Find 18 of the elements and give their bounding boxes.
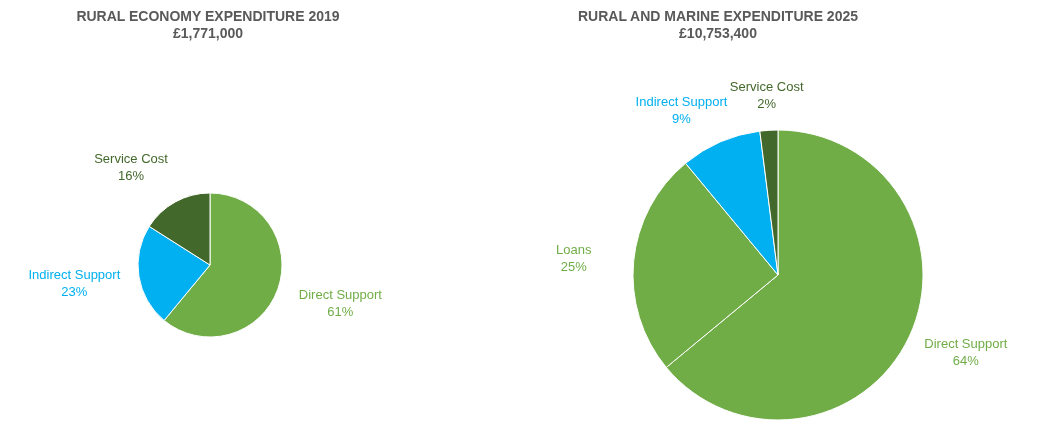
slice-label: Indirect Support [28, 266, 121, 282]
data-label: 2% [757, 96, 777, 112]
chart-subtitle: £1,771,000 [171, 25, 245, 42]
slice-label: Service Cost [729, 79, 804, 95]
data-label: 9% [672, 110, 692, 126]
data-label: 16% [118, 167, 145, 183]
slice-label: Indirect Support [635, 93, 728, 109]
chart-title: RURAL ECONOMY EXPENDITURE 2019 [75, 8, 341, 25]
data-label: 23% [61, 283, 88, 299]
slice-label: Service Cost [94, 150, 169, 166]
slice-label: Direct Support [924, 335, 1008, 351]
slice-label: Direct Support [298, 286, 383, 302]
data-label: 61% [327, 303, 354, 319]
data-label: 64% [952, 352, 980, 368]
slice-label: Loans [556, 242, 593, 258]
data-label: 25% [560, 259, 588, 275]
chart-title: RURAL AND MARINE EXPENDITURE 2025 [576, 8, 860, 25]
chart-subtitle: £10,753,400 [678, 25, 758, 42]
